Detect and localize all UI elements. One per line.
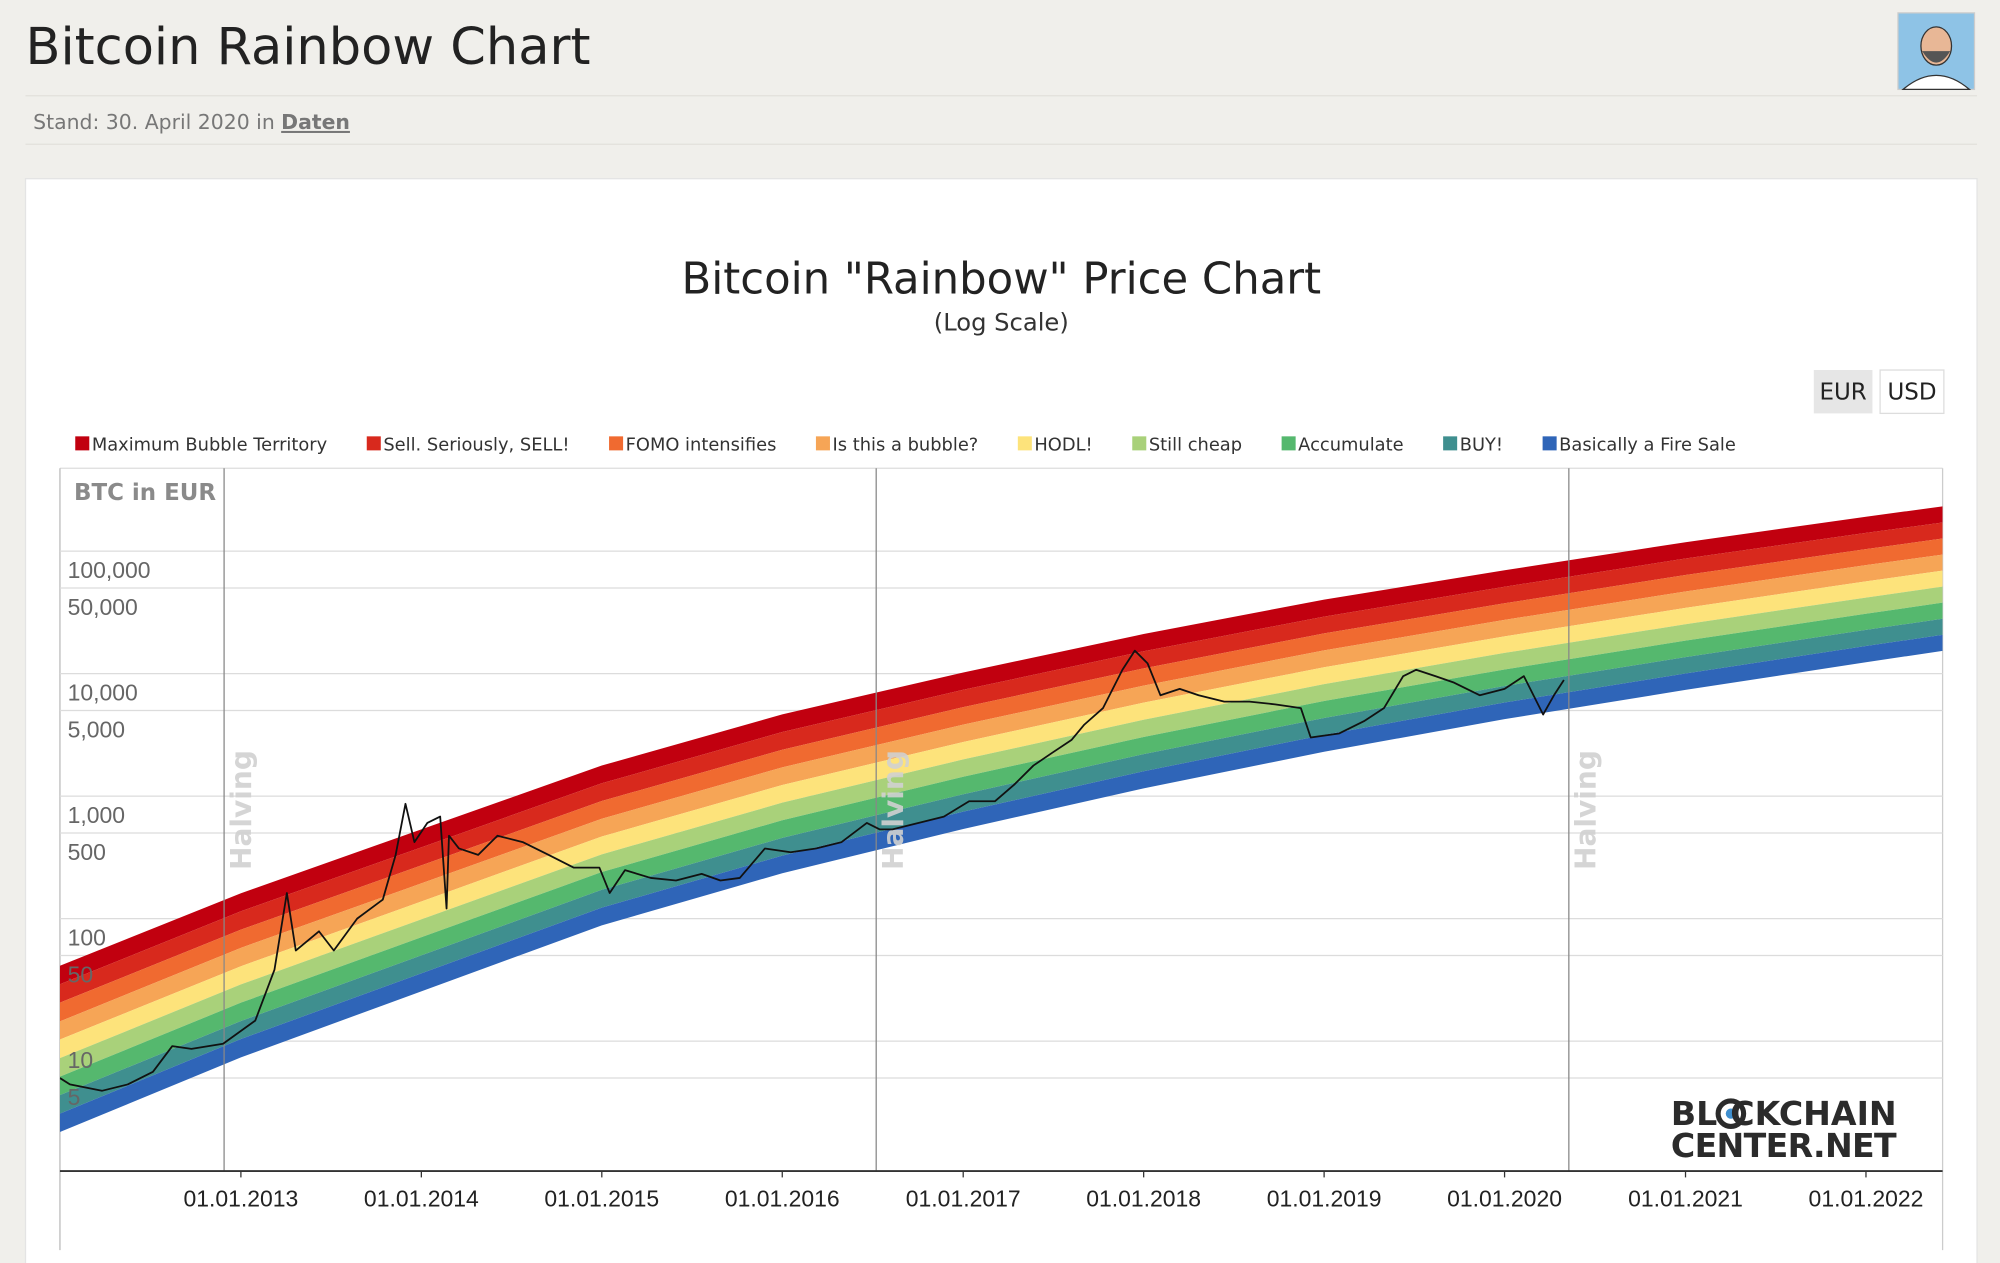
page-title: Bitcoin Rainbow Chart: [26, 18, 591, 77]
logo-text: CENTER.NET: [1671, 1126, 1897, 1165]
legend-item[interactable]: BUY!: [1460, 434, 1503, 455]
x-tick-label: 01.01.2019: [1267, 1186, 1382, 1212]
x-tick-label: 01.01.2022: [1809, 1186, 1924, 1212]
x-tick-label: 01.01.2018: [1086, 1186, 1201, 1212]
category-link[interactable]: Daten: [281, 110, 350, 134]
legend-swatch: [1017, 436, 1032, 451]
x-tick-label: 01.01.2015: [544, 1186, 659, 1212]
x-tick-label: 01.01.2013: [183, 1186, 298, 1212]
legend-item[interactable]: Basically a Fire Sale: [1559, 434, 1736, 455]
y-tick-label: 500: [68, 839, 106, 865]
y-tick-label: 100,000: [68, 557, 151, 583]
legend-swatch: [1542, 436, 1557, 451]
price-line: [59, 649, 1565, 1092]
y-tick-label: 100: [68, 924, 106, 950]
y-tick-label: 5,000: [68, 716, 125, 742]
legend-item[interactable]: Accumulate: [1298, 434, 1403, 455]
y-tick-label: 5: [68, 1084, 81, 1110]
currency-button[interactable]: USD: [1887, 379, 1936, 405]
currency-button[interactable]: EUR: [1819, 379, 1866, 405]
legend-swatch: [1281, 436, 1296, 451]
legend-swatch: [1443, 436, 1458, 451]
x-tick-label: 01.01.2016: [725, 1186, 840, 1212]
currency-button-bg: [1813, 370, 1873, 414]
logo-icon: [1725, 1108, 1736, 1119]
x-tick-label: 01.01.2014: [364, 1186, 479, 1212]
currency-button-bg: [1879, 369, 1945, 415]
logo-text: BL: [1671, 1094, 1717, 1133]
logo: BL CKCHAIN CENTER.NET: [1671, 1094, 1897, 1165]
avatar[interactable]: [1897, 12, 1976, 91]
y-tick-label: 1,000: [68, 802, 125, 828]
x-tick-label: 01.01.2020: [1447, 1186, 1562, 1212]
avatar-beard: [1922, 51, 1951, 63]
y-tick-label: 10,000: [68, 679, 138, 705]
legend-item[interactable]: Maximum Bubble Territory: [92, 434, 328, 455]
halving-label: Halving: [1570, 750, 1603, 870]
halving-label: Halving: [225, 750, 258, 870]
y-tick-label: 10: [68, 1047, 94, 1073]
legend-item[interactable]: Sell. Seriously, SELL!: [383, 434, 569, 455]
meta-text: Stand: 30. April 2020 in: [33, 110, 275, 134]
x-tick-label: 01.01.2017: [906, 1186, 1021, 1212]
chart-title: Bitcoin "Rainbow" Price Chart: [681, 254, 1321, 304]
y-tick-label: 50,000: [68, 594, 138, 620]
legend-item[interactable]: FOMO intensifies: [626, 434, 777, 455]
x-tick-label: 01.01.2021: [1628, 1186, 1743, 1212]
legend-swatch: [75, 436, 90, 451]
legend-swatch: [1132, 436, 1147, 451]
halving-label: Halving: [877, 750, 910, 870]
y-tick-label: 50: [68, 961, 94, 987]
legend-item[interactable]: Is this a bubble?: [833, 434, 979, 455]
legend-swatch: [366, 436, 381, 451]
legend-swatch: [815, 436, 830, 451]
logo-text: CKCHAIN: [1730, 1094, 1896, 1133]
legend-swatch: [609, 436, 624, 451]
chart-subtitle: (Log Scale): [934, 308, 1069, 336]
legend-item[interactable]: HODL!: [1034, 434, 1092, 455]
logo-icon: [1715, 1098, 1747, 1129]
y-axis-title: BTC in EUR: [74, 480, 216, 506]
avatar-shirt: [1901, 74, 1972, 91]
legend-item[interactable]: Still cheap: [1149, 434, 1242, 455]
